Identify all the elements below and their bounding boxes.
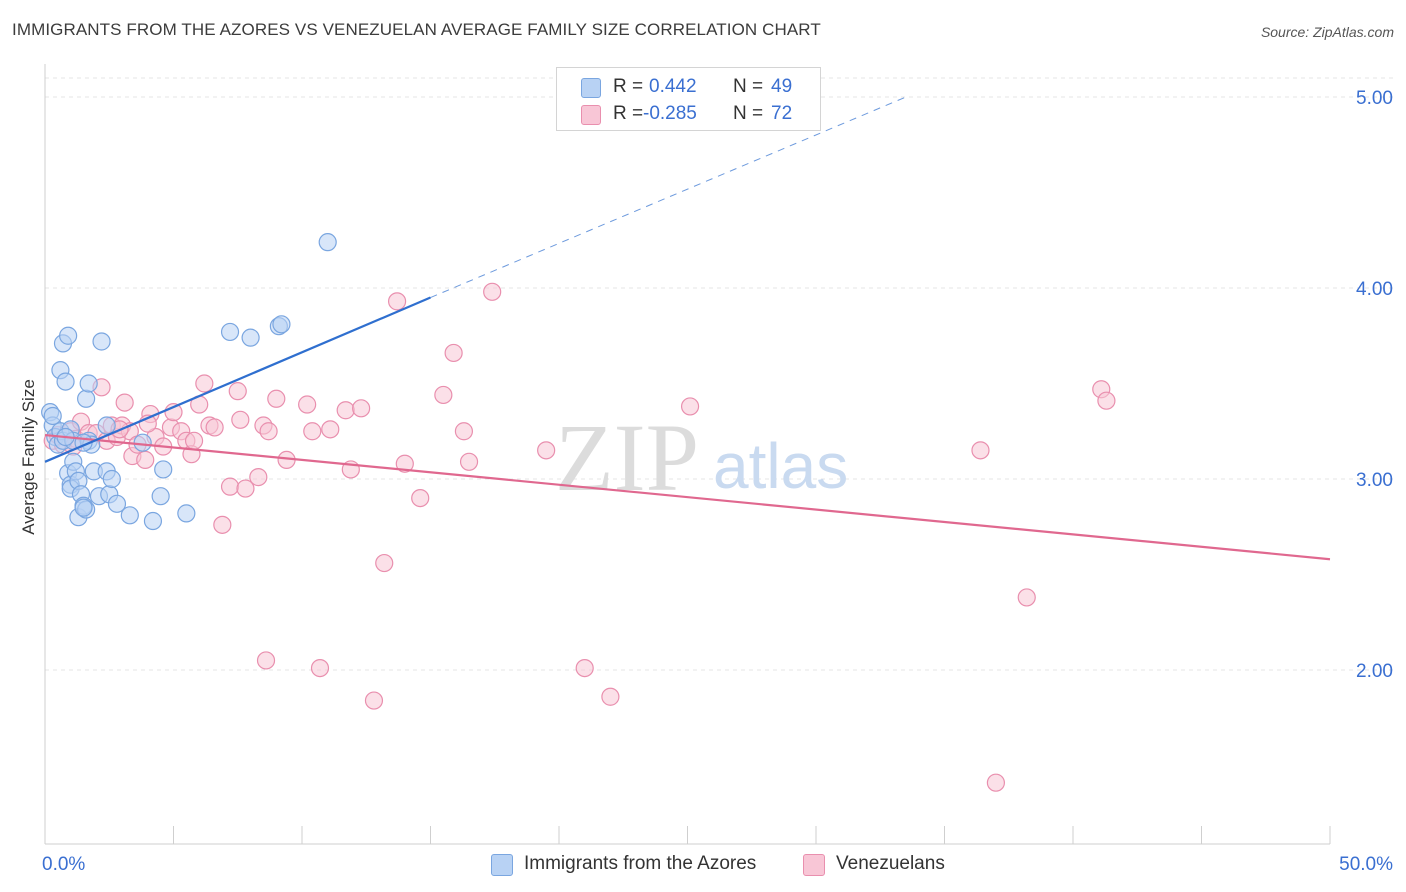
- y-tick-labels: 2.00 3.00 4.00 5.00: [1356, 88, 1393, 682]
- watermark-zip: ZIP: [555, 404, 699, 511]
- series-name-venezuelans: Venezuelans: [836, 853, 945, 874]
- data-point: [220, 477, 240, 496]
- data-point: [184, 431, 204, 450]
- y-tick-label: 3.00: [1356, 470, 1393, 491]
- axes: [44, 64, 1331, 845]
- legend-n-value: 72: [771, 103, 793, 124]
- data-point: [115, 393, 134, 412]
- data-point: [459, 452, 479, 471]
- data-point: [601, 687, 620, 706]
- series-swatch-blue: [491, 854, 513, 876]
- x-tick-label: 50.0%: [1339, 854, 1393, 875]
- data-point: [241, 328, 260, 347]
- data-point: [205, 418, 224, 437]
- data-point: [77, 389, 96, 408]
- data-point: [107, 494, 127, 513]
- data-point: [74, 498, 93, 517]
- source-label: Source: ZipAtlas.com: [1260, 24, 1394, 40]
- data-point: [387, 292, 407, 311]
- data-point: [537, 441, 556, 460]
- data-point: [298, 395, 317, 414]
- series-swatch-pink: [803, 854, 825, 876]
- grid-lines: [45, 77, 1395, 671]
- data-point: [986, 773, 1006, 792]
- data-point: [303, 422, 322, 441]
- legend-n-label: N =: [733, 76, 764, 97]
- data-point: [352, 399, 371, 418]
- data-point: [143, 511, 163, 531]
- data-point: [321, 420, 340, 439]
- data-point: [395, 454, 414, 473]
- venezuelans-points: [43, 282, 1116, 792]
- azores-points: [41, 233, 337, 531]
- data-point: [120, 506, 139, 525]
- legend-n-label: N =: [733, 103, 764, 124]
- data-point: [195, 374, 214, 393]
- data-point: [236, 479, 255, 498]
- data-point: [231, 410, 250, 429]
- data-point: [971, 441, 990, 460]
- legend-r-value: -0.285: [643, 103, 697, 124]
- y-tick-label: 2.00: [1356, 661, 1393, 682]
- data-point: [97, 416, 116, 435]
- data-point: [483, 282, 502, 301]
- data-point: [56, 372, 75, 391]
- data-point: [336, 401, 355, 420]
- trend-lines: [44, 96, 1331, 561]
- data-point: [411, 489, 430, 508]
- data-point: [267, 389, 286, 408]
- correlation-legend: R = 0.442 N = 49 R = -0.285 N = 72: [556, 67, 821, 131]
- data-point: [1017, 588, 1036, 607]
- data-point: [151, 487, 170, 506]
- data-point: [364, 691, 384, 710]
- data-point: [59, 326, 78, 345]
- data-point: [220, 322, 240, 342]
- legend-swatch-pink: [581, 105, 601, 125]
- x-tick-labels: 0.0% 50.0%: [42, 854, 1393, 875]
- trend-line-azores: [44, 296, 431, 463]
- y-tick-label: 5.00: [1356, 88, 1393, 109]
- data-point: [228, 382, 247, 401]
- data-point: [136, 450, 155, 469]
- data-point: [256, 651, 276, 670]
- data-point: [318, 233, 337, 252]
- data-point: [133, 433, 152, 452]
- data-point: [102, 469, 121, 489]
- series-name-azores: Immigrants from the Azores: [524, 853, 757, 874]
- watermark: ZIP atlas: [555, 404, 848, 511]
- legend-swatch-blue: [581, 78, 601, 98]
- data-point: [310, 658, 330, 678]
- data-point: [92, 332, 111, 351]
- y-axis-label: Average Family Size: [19, 379, 38, 535]
- data-point: [272, 315, 291, 334]
- data-point: [375, 553, 394, 573]
- data-point: [680, 397, 700, 416]
- chart-title: IMMIGRANTS FROM THE AZORES VS VENEZUELAN…: [12, 20, 821, 39]
- watermark-atlas: atlas: [713, 430, 848, 502]
- data-point: [434, 385, 453, 405]
- trend-line-azores-extension: [430, 96, 907, 299]
- trend-line-venezuelans: [44, 433, 1331, 561]
- data-point: [575, 658, 594, 678]
- data-point: [213, 515, 232, 534]
- legend-n-value: 49: [771, 76, 793, 97]
- data-point: [1097, 391, 1116, 410]
- data-point: [259, 422, 278, 441]
- legend-r-value: 0.442: [649, 76, 697, 97]
- data-point: [79, 374, 98, 393]
- y-tick-label: 4.00: [1356, 279, 1393, 300]
- legend-r-label: R =: [613, 76, 644, 97]
- x-tick-label: 0.0%: [42, 854, 85, 875]
- data-point: [444, 343, 463, 363]
- data-point: [454, 422, 474, 441]
- data-point: [177, 504, 196, 523]
- data-point: [154, 460, 173, 479]
- legend-r-label: R =: [613, 103, 644, 124]
- data-point: [43, 406, 62, 426]
- data-point: [249, 467, 268, 487]
